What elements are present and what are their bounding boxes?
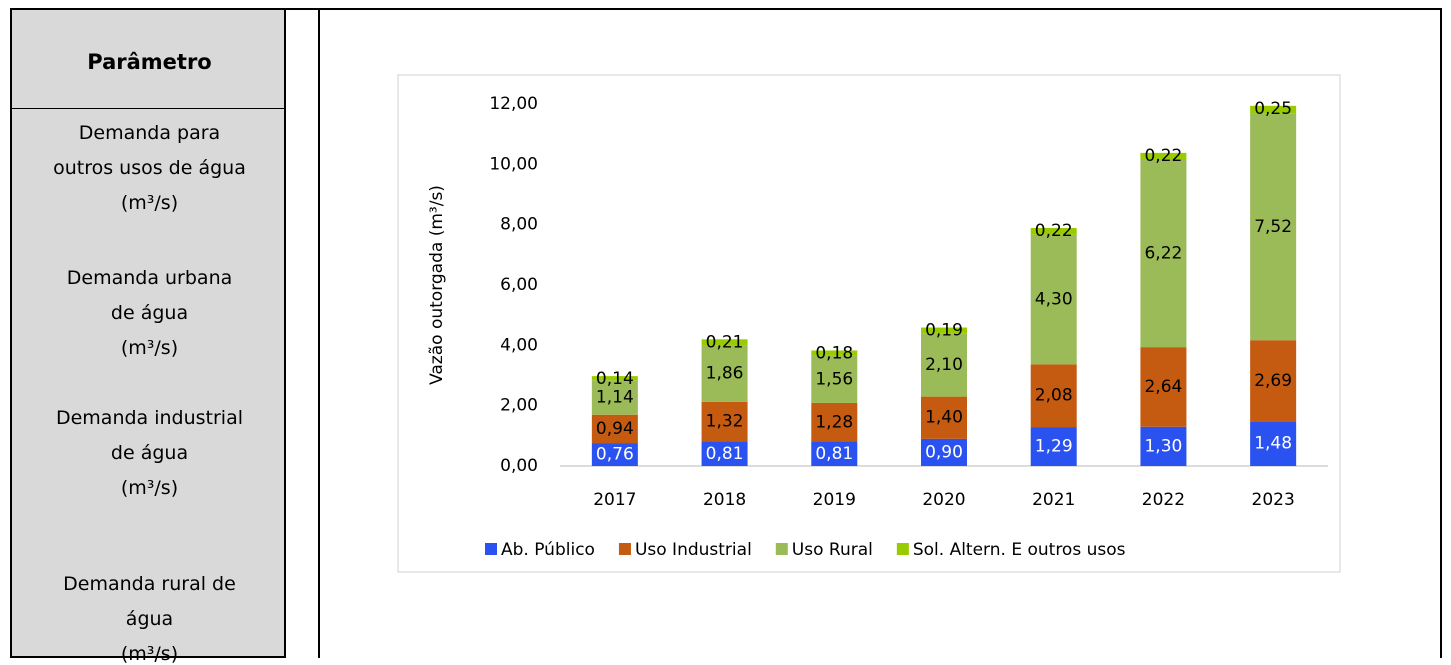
x-tick-label: 2023 bbox=[1252, 490, 1295, 510]
data-label: 2,08 bbox=[1035, 386, 1073, 406]
data-label: 0,22 bbox=[1144, 146, 1182, 166]
row-text: (m³/s) bbox=[120, 477, 179, 499]
chart: Vazão outorgada (m³/s) 0,00 2,00 4,00 6,00 8… bbox=[397, 74, 1341, 573]
bar-segment bbox=[1140, 347, 1187, 427]
bar-segment bbox=[1140, 159, 1187, 348]
data-label: 4,30 bbox=[1035, 289, 1073, 309]
bar-segment bbox=[1250, 113, 1297, 341]
data-label: 0,81 bbox=[815, 444, 853, 464]
header-divider bbox=[12, 108, 286, 109]
y-tick-label: 10,00 bbox=[489, 154, 538, 174]
bar-segment bbox=[1030, 227, 1077, 235]
x-tick-label: 2019 bbox=[813, 490, 856, 510]
legend-label: Sol. Altern. E outros usos bbox=[913, 540, 1126, 560]
data-label: 0,94 bbox=[596, 419, 634, 439]
data-label: 1,48 bbox=[1254, 434, 1292, 454]
data-label: 0,14 bbox=[596, 369, 634, 389]
row-text: (m³/s) bbox=[120, 643, 179, 665]
bar-segment bbox=[1030, 427, 1077, 466]
data-label: 0,19 bbox=[925, 321, 963, 341]
legend-swatch bbox=[485, 543, 497, 555]
row-text: Demanda para bbox=[78, 122, 221, 144]
data-label: 7,52 bbox=[1254, 217, 1292, 237]
bar-segment bbox=[1030, 234, 1077, 365]
data-label: 1,14 bbox=[596, 388, 634, 408]
parameter-column: Parâmetro Demanda para outros usos de águ… bbox=[10, 8, 286, 665]
bar-segment bbox=[1250, 421, 1297, 466]
row-text: outros usos de água bbox=[53, 157, 246, 179]
data-label: 1,40 bbox=[925, 408, 963, 428]
x-tick-label: 2021 bbox=[1032, 490, 1075, 510]
bar-segment bbox=[921, 327, 967, 334]
data-label: 1,56 bbox=[815, 369, 853, 389]
data-label: 2,69 bbox=[1254, 371, 1292, 391]
row-text: Demanda rural de bbox=[63, 573, 236, 595]
bar-segment bbox=[921, 333, 967, 397]
legend-swatch bbox=[618, 543, 631, 555]
data-label: 1,29 bbox=[1035, 437, 1073, 457]
row-text: (m³/s) bbox=[120, 192, 179, 214]
data-label: 1,86 bbox=[706, 364, 744, 384]
bar-segment bbox=[921, 396, 967, 439]
x-tick-label: 2017 bbox=[593, 490, 636, 510]
row-text: água bbox=[125, 608, 174, 630]
chart-frame bbox=[397, 74, 1341, 573]
y-tick-label: 4,00 bbox=[500, 335, 538, 355]
bar-segment bbox=[1140, 426, 1187, 466]
bar-segment bbox=[811, 350, 858, 356]
column-header: Parâmetro bbox=[87, 50, 212, 74]
data-label: 0,90 bbox=[925, 442, 963, 462]
bar-segment bbox=[1140, 152, 1187, 160]
data-label: 0,22 bbox=[1035, 221, 1073, 241]
bar-segment bbox=[591, 443, 638, 466]
data-label: 2,64 bbox=[1144, 377, 1182, 397]
x-tick-label: 2020 bbox=[922, 490, 965, 510]
data-label: 0,18 bbox=[815, 343, 853, 363]
row-text: de água bbox=[110, 302, 189, 324]
spacer-column bbox=[284, 8, 320, 658]
legend-label: Uso Industrial bbox=[635, 540, 752, 560]
x-tick-label: 2022 bbox=[1142, 490, 1185, 510]
legend-swatch bbox=[896, 543, 909, 555]
data-label: 6,22 bbox=[1144, 243, 1182, 263]
y-tick-label: 6,00 bbox=[500, 275, 538, 295]
y-tick-label: 8,00 bbox=[500, 215, 538, 235]
bar-segment bbox=[811, 441, 858, 466]
bar-segment bbox=[591, 380, 638, 415]
row-text: Demanda industrial bbox=[55, 407, 244, 429]
chart-cell bbox=[318, 8, 1442, 658]
bar-segment bbox=[1250, 105, 1297, 114]
y-tick-label: 0,00 bbox=[500, 456, 538, 476]
bar-segment bbox=[701, 441, 748, 466]
x-tick-label: 2018 bbox=[703, 490, 746, 510]
row-text: de água bbox=[110, 442, 189, 464]
legend-label: Uso Rural bbox=[792, 540, 873, 560]
y-axis-title: Vazão outorgada (m³/s) bbox=[427, 185, 447, 385]
bar-segment bbox=[921, 438, 967, 466]
bar-segment bbox=[811, 355, 858, 403]
bar-segment bbox=[591, 376, 638, 381]
bar-segment bbox=[1030, 364, 1077, 428]
row-text: (m³/s) bbox=[120, 337, 179, 359]
row-text: Demanda urbana bbox=[66, 267, 233, 289]
data-label: 2,10 bbox=[925, 355, 963, 375]
bar-segment bbox=[591, 414, 638, 444]
legend-swatch bbox=[775, 543, 788, 555]
data-label: 0,21 bbox=[706, 332, 744, 352]
bar-segment bbox=[811, 402, 858, 442]
bar-segment bbox=[1250, 340, 1297, 422]
legend-label: Ab. Público bbox=[501, 540, 595, 560]
bar-segment bbox=[701, 339, 748, 346]
y-tick-label: 2,00 bbox=[500, 396, 538, 416]
y-tick-label: 12,00 bbox=[489, 94, 538, 114]
data-label: 1,28 bbox=[815, 412, 853, 432]
data-label: 0,25 bbox=[1254, 99, 1292, 119]
data-label: 1,30 bbox=[1144, 436, 1182, 456]
bar-segment bbox=[701, 401, 748, 442]
data-label: 0,76 bbox=[596, 445, 634, 465]
page: Parâmetro Demanda para outros usos de águ… bbox=[10, 8, 1442, 665]
bar-segment bbox=[701, 345, 748, 402]
data-label: 0,81 bbox=[706, 444, 744, 464]
data-label: 1,32 bbox=[706, 412, 744, 432]
